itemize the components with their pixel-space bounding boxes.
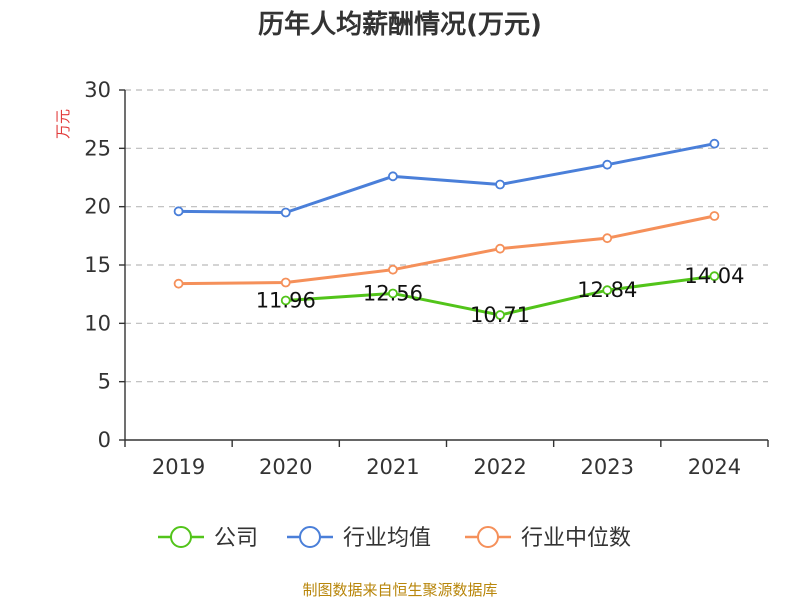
legend-item[interactable]: 行业中位数 <box>465 526 631 551</box>
data-point[interactable] <box>495 243 505 254</box>
data-point[interactable] <box>388 264 398 275</box>
y-tick-label: 30 <box>84 78 111 102</box>
y-tick-label: 15 <box>84 253 111 277</box>
data-point[interactable] <box>280 207 291 218</box>
data-point[interactable] <box>173 278 184 289</box>
data-point[interactable] <box>280 295 291 306</box>
y-tick-label: 0 <box>98 428 111 452</box>
y-tick-label: 20 <box>84 195 111 219</box>
data-point[interactable] <box>495 179 505 190</box>
y-tick-label: 5 <box>98 370 111 394</box>
legend-marker <box>299 526 321 548</box>
grid <box>125 89 768 383</box>
data-labels: 11.96 12.56 10.71 12.84 14.04 <box>256 264 745 327</box>
y-tick-label: 10 <box>84 311 111 335</box>
legend-label: 行业均值 <box>343 526 431 551</box>
data-point[interactable] <box>388 288 398 299</box>
data-label: 14.04 <box>684 264 744 288</box>
legend[interactable]: 公司 行业均值 行业中位数 <box>158 526 631 551</box>
legend-marker <box>477 526 499 548</box>
x-tick-label: 2020 <box>259 455 312 479</box>
series-line <box>178 214 715 286</box>
legend-item[interactable]: 公司 <box>158 526 258 551</box>
legend-marker <box>170 526 192 548</box>
data-label: 12.84 <box>577 278 637 302</box>
source-note: 制图数据来自恒生聚源数据库 <box>302 581 497 599</box>
y-tick-label: 25 <box>84 136 111 160</box>
legend-label: 行业中位数 <box>521 526 631 551</box>
x-tick-label: 2019 <box>152 455 205 479</box>
data-point[interactable] <box>602 285 613 296</box>
data-point[interactable] <box>709 211 720 221</box>
x-tick-label: 2021 <box>366 455 419 479</box>
data-label: 12.56 <box>363 281 423 305</box>
x-tick-label: 2024 <box>688 455 741 479</box>
data-point[interactable] <box>388 171 398 182</box>
data-point[interactable] <box>602 159 613 170</box>
data-point[interactable] <box>173 206 184 217</box>
series-line <box>178 142 715 214</box>
axes: 0 5 10 15 20 25 30 2019 2020 2021 2022 2023 2024 <box>84 78 769 479</box>
data-point[interactable] <box>495 310 505 320</box>
data-point[interactable] <box>602 233 613 244</box>
legend-label: 公司 <box>214 526 258 551</box>
data-label: 10.71 <box>470 303 530 327</box>
y-axis-label: 万元 <box>54 109 72 139</box>
series <box>173 138 720 320</box>
data-point[interactable] <box>709 138 720 149</box>
legend-item[interactable]: 行业均值 <box>287 526 431 551</box>
x-tick-label: 2023 <box>581 455 634 479</box>
x-tick-label: 2022 <box>473 455 526 479</box>
data-point[interactable] <box>280 277 291 288</box>
data-point[interactable] <box>709 271 720 282</box>
data-label: 11.96 <box>256 288 316 312</box>
chart-title: 历年人均薪酬情况(万元) <box>258 9 542 40</box>
